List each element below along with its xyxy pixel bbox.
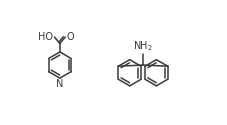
Text: N: N <box>56 79 63 89</box>
Text: O: O <box>66 32 74 42</box>
Text: HO: HO <box>38 32 53 42</box>
Text: NH$_2$: NH$_2$ <box>133 39 152 53</box>
